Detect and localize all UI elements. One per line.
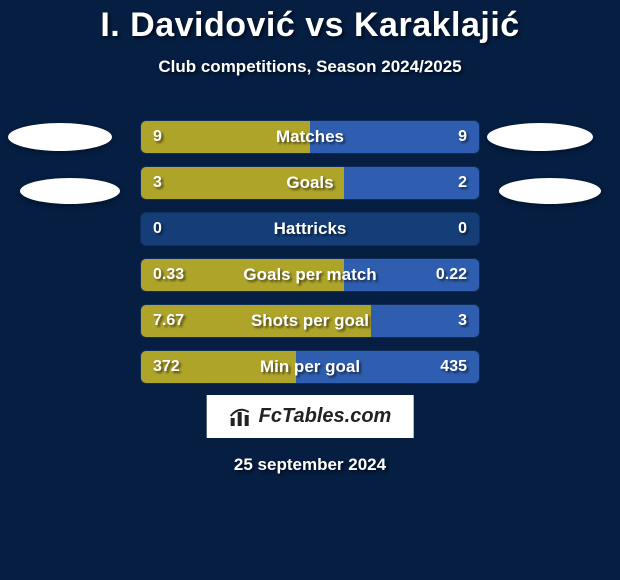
date-label: 25 september 2024 [0, 455, 620, 475]
stat-fill-right [296, 351, 479, 383]
stat-fill-right [344, 259, 479, 291]
stat-row: Hattricks0 0 [140, 212, 480, 246]
stat-row: Matches99 [140, 120, 480, 154]
stat-value-right: 0 [458, 213, 467, 245]
stat-fill-right [310, 121, 479, 153]
stat-fill-left [141, 351, 296, 383]
logo-text: FcTables.com [259, 405, 392, 428]
stat-value-left: 0 [153, 213, 162, 245]
stat-fill-left [141, 305, 371, 337]
comparison-chart: Matches99 Goals32 Hattricks0 0 Goals per mat… [140, 120, 480, 396]
stat-row: Min per goal372435 [140, 350, 480, 384]
page-title: I. Davidović vs Karaklajić [0, 0, 620, 45]
stat-row: Goals per match0.330.22 [140, 258, 480, 292]
stat-fill-right [344, 167, 479, 199]
left-decoration-icon [20, 178, 120, 204]
stat-fill-left [141, 167, 344, 199]
stat-fill-left [141, 259, 344, 291]
logo-box: FcTables.com [207, 395, 414, 438]
stat-row: Goals32 [140, 166, 480, 200]
chart-icon [229, 406, 253, 428]
right-decoration-icon [487, 123, 593, 151]
stat-label: Hattricks [141, 213, 479, 245]
right-decoration-icon [499, 178, 601, 204]
left-decoration-icon [8, 123, 112, 151]
subtitle: Club competitions, Season 2024/2025 [0, 57, 620, 77]
stat-fill-right [371, 305, 479, 337]
stat-row: Shots per goal7.673 [140, 304, 480, 338]
stat-fill-left [141, 121, 310, 153]
